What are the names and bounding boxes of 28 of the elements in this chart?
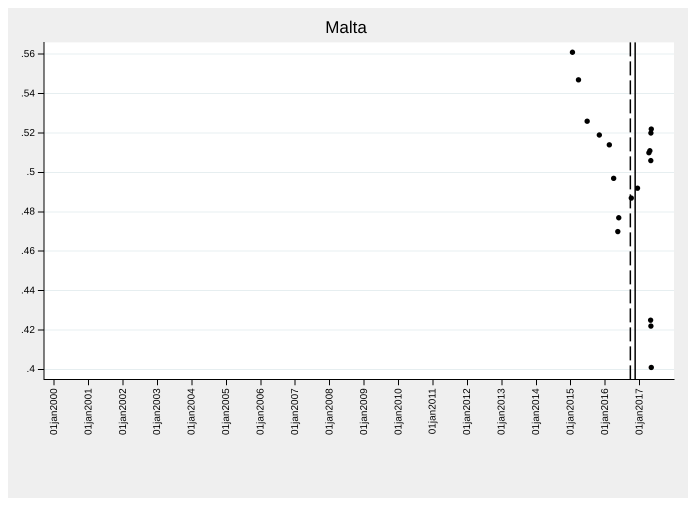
y-tick-label: .54: [20, 88, 36, 100]
y-tick-label: .48: [20, 206, 36, 218]
x-tick-label: 01jan2001: [83, 388, 94, 436]
y-tick-label: .42: [20, 324, 36, 336]
x-tick-label: 01jan2009: [358, 388, 370, 436]
y-tick-label: .52: [20, 128, 36, 139]
x-tick-label: 01jan2004: [186, 388, 198, 436]
x-tick-label: 01jan2005: [221, 388, 232, 436]
x-tick-label: 01jan2000: [48, 388, 60, 436]
chart-title: Malta: [325, 18, 368, 37]
y-tick-label: .4: [26, 364, 36, 376]
x-tick-label: 01jan2010: [393, 388, 404, 436]
x-tick-label: 01jan2015: [565, 388, 576, 436]
x-tick-label: 01jan2008: [324, 388, 336, 436]
x-tick-label: 01jan2007: [290, 388, 301, 436]
y-tick-label: .44: [20, 285, 36, 296]
x-tick-label: 01jan2006: [256, 388, 267, 436]
x-tick-label: 01jan2002: [118, 388, 129, 436]
x-tick-label: 01jan2003: [152, 388, 164, 436]
y-tick-label: .46: [20, 246, 36, 257]
y-tick-label: .5: [26, 167, 36, 178]
x-tick-label: 01jan2013: [496, 388, 508, 436]
x-tick-label: 01jan2012: [462, 388, 474, 436]
x-tick-label: 01jan2016: [600, 388, 611, 436]
x-tick-label: 01jan2011: [428, 388, 439, 434]
x-tick-label: 01jan2014: [531, 388, 542, 436]
y-tick-label: .56: [20, 48, 36, 60]
x-tick-label: 01jan2017: [634, 388, 646, 436]
